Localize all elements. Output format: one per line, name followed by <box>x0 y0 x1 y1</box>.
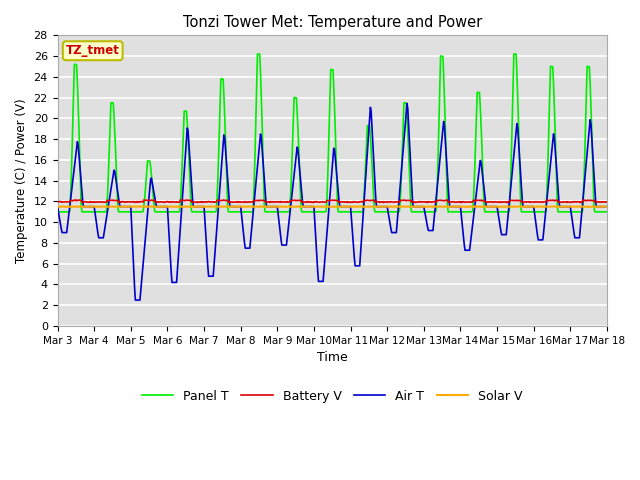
Panel T <box>432 208 440 214</box>
Battery V <box>54 199 61 204</box>
Panel T <box>253 51 261 57</box>
Text: TZ_tmet: TZ_tmet <box>66 44 120 57</box>
Panel T <box>378 209 386 215</box>
Battery V <box>603 199 611 205</box>
Battery V <box>324 198 332 204</box>
Air T <box>403 100 411 106</box>
Air T <box>378 204 386 209</box>
Solar V <box>324 204 332 209</box>
Line: Battery V: Battery V <box>58 200 607 203</box>
Battery V <box>198 199 205 204</box>
Line: Panel T: Panel T <box>58 54 607 212</box>
Battery V <box>431 199 439 205</box>
Panel T <box>554 204 561 209</box>
Battery V <box>579 197 587 203</box>
Panel T <box>198 209 205 215</box>
Air T <box>54 204 61 209</box>
Legend: Panel T, Battery V, Air T, Solar V: Panel T, Battery V, Air T, Solar V <box>137 384 527 408</box>
Panel T <box>603 209 611 215</box>
Solar V <box>586 204 593 210</box>
Solar V <box>308 204 316 209</box>
X-axis label: Time: Time <box>317 351 348 364</box>
Solar V <box>174 204 182 210</box>
Panel T <box>324 151 332 157</box>
Panel T <box>174 209 182 215</box>
Line: Solar V: Solar V <box>58 206 607 207</box>
Solar V <box>603 204 611 210</box>
Air T <box>554 187 562 192</box>
Battery V <box>174 199 182 205</box>
Panel T <box>54 209 61 215</box>
Air T <box>175 246 182 252</box>
Title: Tonzi Tower Met: Temperature and Power: Tonzi Tower Met: Temperature and Power <box>182 15 482 30</box>
Solar V <box>198 204 205 210</box>
Solar V <box>554 204 561 210</box>
Air T <box>603 204 611 209</box>
Air T <box>433 189 440 194</box>
Battery V <box>554 197 561 203</box>
Solar V <box>54 204 61 210</box>
Battery V <box>503 200 511 205</box>
Battery V <box>377 199 385 205</box>
Solar V <box>432 204 440 209</box>
Air T <box>198 204 206 209</box>
Air T <box>132 297 140 303</box>
Solar V <box>378 204 386 210</box>
Air T <box>324 212 332 217</box>
Line: Air T: Air T <box>58 103 607 300</box>
Y-axis label: Temperature (C) / Power (V): Temperature (C) / Power (V) <box>15 98 28 263</box>
